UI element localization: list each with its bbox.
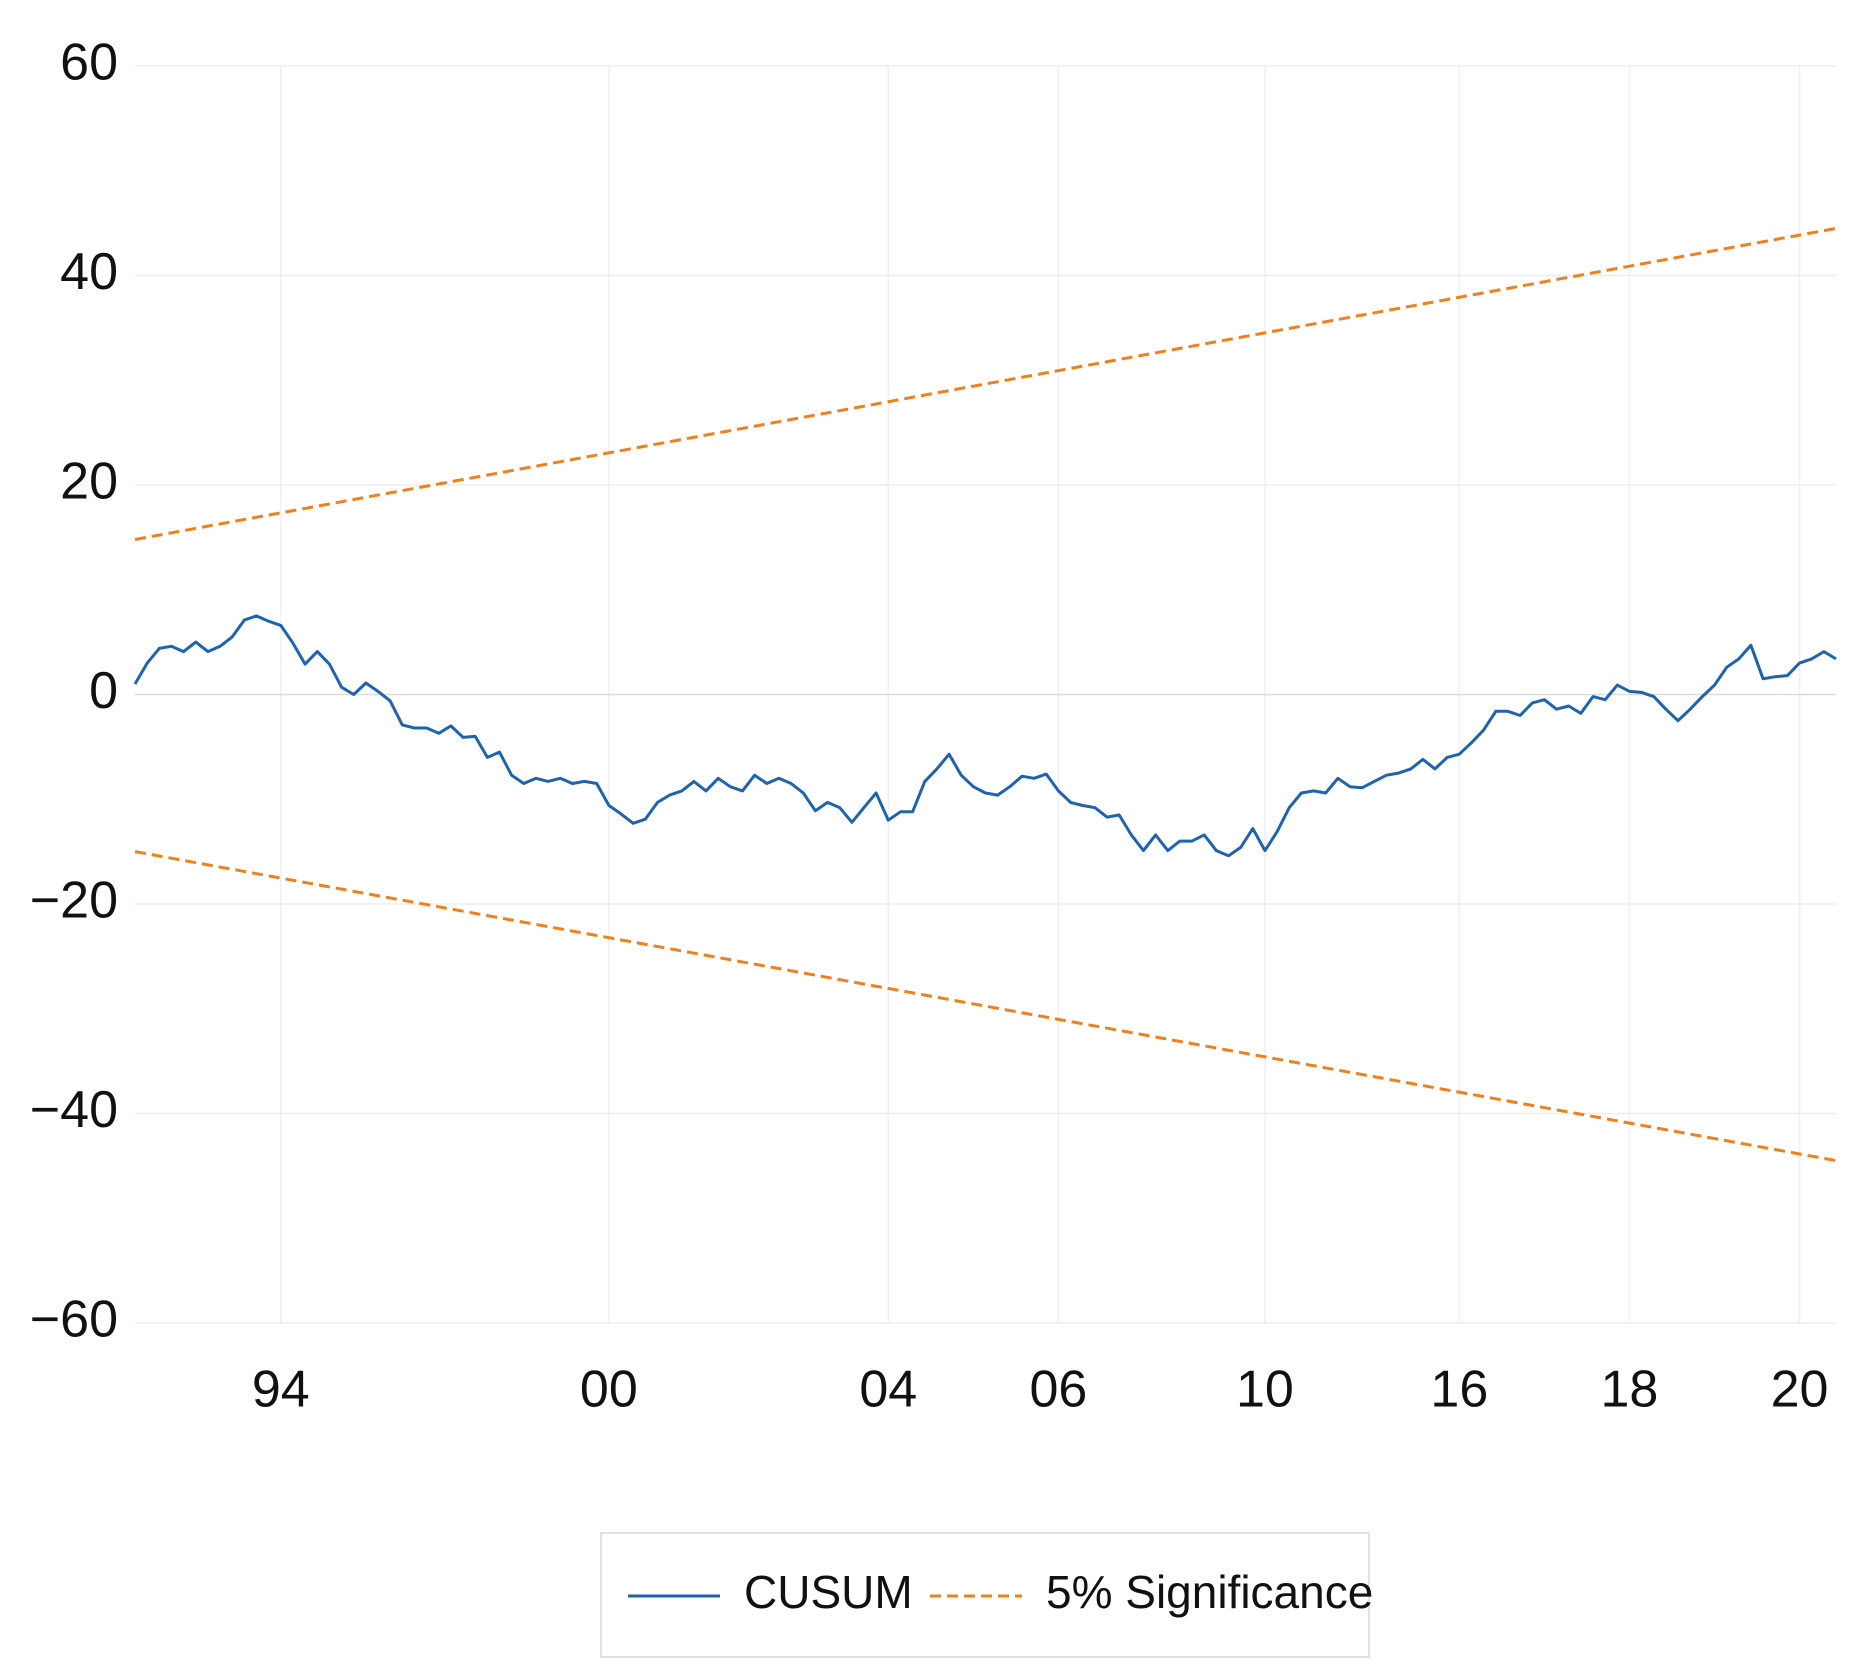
x-tick-label: 04 — [859, 1361, 917, 1419]
x-tick-label: 10 — [1236, 1361, 1294, 1419]
legend-label: 5% Significance — [1046, 1566, 1373, 1618]
y-tick-label: −40 — [30, 1081, 118, 1139]
y-tick-label: 20 — [60, 453, 118, 511]
y-tick-label: −60 — [30, 1291, 118, 1349]
x-tick-label: 20 — [1771, 1361, 1829, 1419]
x-tick-label: 06 — [1029, 1361, 1087, 1419]
y-tick-label: 60 — [60, 34, 118, 92]
y-tick-label: 40 — [60, 243, 118, 301]
legend-label: CUSUM — [744, 1566, 913, 1618]
x-tick-label: 18 — [1601, 1361, 1659, 1419]
y-tick-label: −20 — [30, 872, 118, 930]
x-tick-label: 00 — [580, 1361, 638, 1419]
series-line — [133, 614, 1837, 858]
x-tick-label: 94 — [252, 1361, 310, 1419]
x-tick-label: 16 — [1430, 1361, 1488, 1419]
y-tick-label: 0 — [89, 662, 118, 720]
